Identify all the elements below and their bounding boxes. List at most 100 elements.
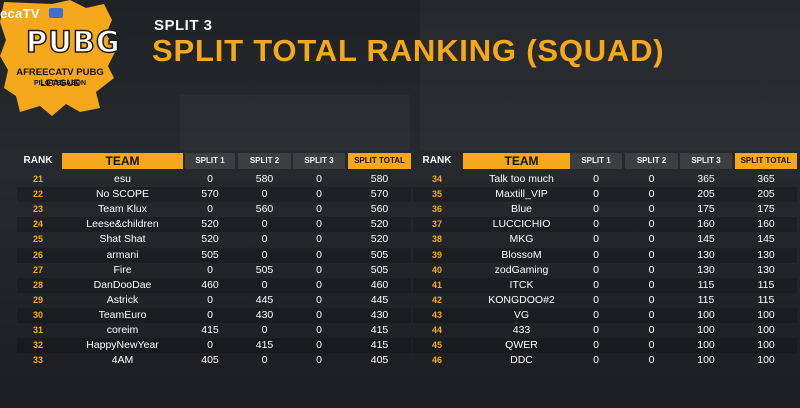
team-cell: HappyNewYear [86, 339, 159, 352]
page-subtitle: SPLIT 3 [154, 17, 213, 34]
table-row: 28 DanDooDae 460 0 0 460 [17, 277, 411, 293]
rank-cell: 41 [431, 279, 442, 290]
split2-cell: 430 [255, 308, 274, 321]
total-cell: 365 [757, 173, 775, 185]
page-title: SPLIT TOTAL RANKING (SQUAD) [152, 33, 665, 68]
split2-cell: 0 [648, 233, 655, 246]
split3-cell: 0 [316, 354, 322, 367]
team-cell: Team Klux [97, 203, 148, 216]
team-cell: Maxtill_VIP [495, 188, 548, 201]
brand-label: ecaTV [0, 6, 40, 21]
rank-cell: 27 [32, 264, 43, 275]
split1-cell: 0 [593, 324, 599, 336]
orange-splat-icon [0, 0, 116, 116]
team-cell: MKG [509, 233, 534, 246]
table-row: 34 Talk too much 0 0 365 365 [413, 172, 797, 187]
split3-cell: 145 [697, 233, 715, 246]
split1-cell: 405 [201, 354, 219, 367]
split2-cell: 0 [261, 354, 268, 367]
split3-cell: 100 [697, 354, 715, 367]
rank-cell: 46 [431, 355, 442, 366]
split2-cell: 0 [648, 263, 655, 276]
table-row: 25 Shat Shat 520 0 0 520 [17, 232, 411, 247]
split3-cell: 130 [697, 263, 715, 276]
table-row: 32 HappyNewYear 0 415 0 415 [17, 338, 411, 354]
split2-cell: 0 [261, 324, 268, 336]
rank-cell: 30 [32, 309, 43, 320]
rank-cell: 22 [32, 189, 43, 200]
table-row: 43 VG 0 0 100 100 [413, 307, 797, 323]
team-cell: DanDooDae [93, 278, 152, 291]
team-cell: armani [106, 248, 139, 261]
table-row: 33 4AM 405 0 0 405 [17, 353, 411, 368]
split2-cell: 415 [255, 339, 274, 352]
table-row: 39 BlossoM 0 0 130 130 [413, 247, 797, 263]
team-cell: zodGaming [494, 263, 549, 276]
split2-cell: 0 [648, 293, 655, 306]
header-total: SPLIT TOTAL [348, 153, 411, 169]
total-cell: 175 [757, 203, 775, 216]
total-cell: 505 [370, 263, 389, 276]
team-cell: coreim [106, 324, 139, 336]
table-row: 26 armani 505 0 0 505 [17, 247, 411, 263]
total-cell: 130 [757, 248, 775, 261]
split3-cell: 0 [316, 308, 322, 321]
rank-cell: 28 [32, 279, 43, 290]
header-team: TEAM [62, 153, 183, 169]
tv-badge-icon [49, 8, 63, 18]
split2-cell: 0 [261, 278, 268, 291]
total-cell: 100 [757, 324, 775, 336]
rank-cell: 35 [431, 189, 442, 200]
split3-cell: 0 [316, 278, 322, 291]
split1-cell: 0 [207, 263, 213, 276]
split1-cell: 570 [201, 188, 219, 201]
split3-cell: 175 [697, 203, 715, 216]
split3-cell: 100 [697, 324, 715, 336]
header-rank: RANK [422, 155, 452, 166]
table-row: 46 DDC 0 0 100 100 [413, 353, 797, 368]
table-row: 40 zodGaming 0 0 130 130 [413, 263, 797, 278]
split2-cell: 505 [255, 263, 274, 276]
team-cell: ITCK [509, 278, 534, 291]
total-cell: 430 [370, 308, 389, 321]
rank-cell: 33 [32, 355, 43, 366]
split2-cell: 445 [255, 293, 274, 306]
total-cell: 115 [757, 278, 775, 291]
rank-cell: 45 [431, 340, 442, 351]
rank-cell: 24 [32, 219, 43, 230]
league-name: AFREECATV PUBG LEAGUE [16, 67, 104, 89]
team-cell: QWER [505, 339, 538, 352]
split1-cell: 505 [201, 248, 219, 261]
total-cell: 570 [370, 188, 389, 201]
table-row: 21 esu 0 580 0 580 [17, 172, 411, 187]
split3-cell: 130 [697, 248, 715, 261]
team-cell: Leese&children [86, 218, 159, 231]
split2-cell: 0 [648, 188, 655, 201]
split3-cell: 0 [316, 188, 322, 201]
team-cell: Blue [510, 203, 532, 216]
split3-cell: 0 [316, 248, 322, 261]
team-cell: 433 [512, 324, 531, 336]
split3-cell: 0 [316, 324, 322, 336]
rank-cell: 37 [431, 219, 442, 230]
split1-cell: 520 [201, 233, 219, 246]
split1-cell: 0 [593, 203, 599, 216]
rank-cell: 25 [32, 234, 43, 245]
split3-cell: 0 [316, 263, 322, 276]
split3-cell: 100 [697, 308, 715, 321]
rank-cell: 44 [431, 325, 442, 335]
split2-cell: 0 [648, 173, 655, 185]
team-cell: Talk too much [489, 173, 554, 185]
header-split3: SPLIT 3 [680, 153, 732, 169]
season-name: PILOT SEASON [33, 80, 87, 87]
team-cell: 4AM [111, 354, 134, 367]
split3-cell: 205 [697, 188, 715, 201]
total-cell: 560 [370, 203, 389, 216]
split3-cell: 115 [697, 278, 715, 291]
split2-cell: 560 [255, 203, 274, 216]
rank-cell: 29 [32, 294, 43, 305]
rank-cell: 21 [32, 174, 43, 184]
split1-cell: 0 [593, 308, 599, 321]
total-cell: 405 [370, 354, 389, 367]
pubg-logo-text: PUBG [25, 24, 121, 60]
